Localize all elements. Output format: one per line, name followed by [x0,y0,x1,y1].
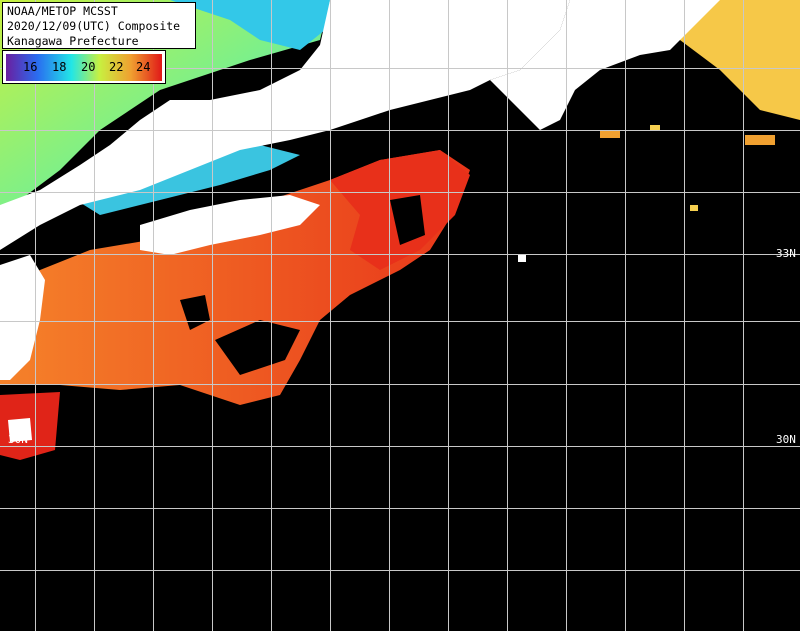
land-island [8,418,32,442]
cloud-patch [215,320,300,375]
legend-color-bar [6,54,162,81]
title-line-region: Kanagawa Prefecture [7,34,139,48]
title-line-date: 2020/12/09(UTC) Composite [7,19,181,33]
sst-speckle [600,130,620,138]
land-kyushu [0,255,45,380]
lat-label-30n-left: 30N [8,433,28,446]
sst-speckle [745,135,775,145]
lat-label-33n: 33N [776,247,796,260]
legend-tick-16: 16 [23,60,38,74]
cloud-patch [390,195,425,245]
title-line-source: NOAA/METOP MCSST [7,4,118,18]
legend-tick-22: 22 [109,60,124,74]
land-island [518,254,526,262]
land-shikoku [140,195,320,255]
seto-inland-water [60,145,300,215]
cyan-coastal-water [170,0,330,50]
temperature-legend: 16 18 20 22 24 [2,50,166,84]
map-title-box: NOAA/METOP MCSST 2020/12/09(UTC) Composi… [2,2,196,49]
warm-water-region [0,150,470,405]
legend-tick-24: 24 [136,60,151,74]
sst-speckle [650,125,660,131]
legend-tick-20: 20 [81,60,96,74]
sst-speckle [690,205,698,211]
lat-label-30n-right: 30N [776,433,796,446]
land-honshu-east [490,0,720,130]
cloud-patch [120,395,240,440]
land-honshu [0,0,570,250]
legend-tick-18: 18 [52,60,67,74]
